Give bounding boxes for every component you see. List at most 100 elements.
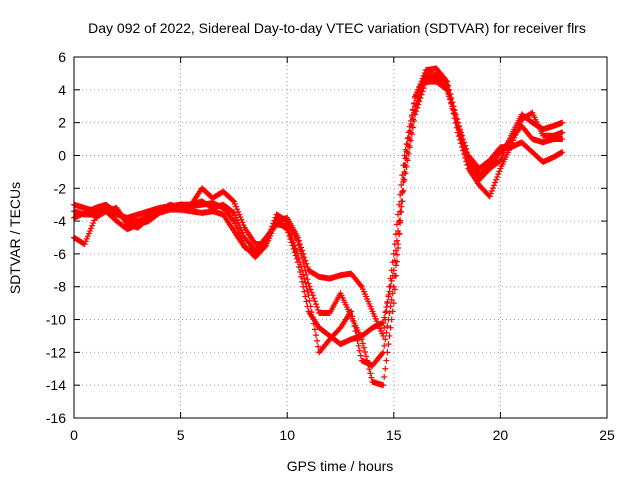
data-point xyxy=(416,98,423,105)
data-point xyxy=(384,323,391,330)
data-point xyxy=(495,171,502,178)
data-point xyxy=(379,350,386,357)
data-point xyxy=(511,134,518,141)
data-point xyxy=(406,127,413,134)
data-point xyxy=(266,232,273,239)
data-point xyxy=(382,365,389,372)
data-point xyxy=(229,197,236,204)
data-point xyxy=(446,91,453,98)
data-point xyxy=(290,239,297,246)
data-point xyxy=(487,190,494,197)
x-tick-label: 5 xyxy=(177,427,185,443)
data-point xyxy=(443,80,450,87)
data-point xyxy=(235,208,242,215)
data-point xyxy=(409,107,416,114)
x-axis-label: GPS time / hours xyxy=(287,458,394,474)
data-point xyxy=(392,262,399,269)
data-point xyxy=(311,326,318,333)
data-point xyxy=(314,337,321,344)
data-point xyxy=(310,320,317,327)
data-point xyxy=(81,241,88,248)
data-point xyxy=(393,258,400,265)
data-point xyxy=(387,283,394,290)
data-point xyxy=(380,319,387,326)
data-point xyxy=(303,298,310,305)
data-point xyxy=(384,298,391,305)
data-point xyxy=(390,300,397,307)
data-point xyxy=(393,237,400,244)
data-point xyxy=(304,264,311,271)
y-tick-label: -12 xyxy=(46,344,66,360)
axis-ticks: 0 5 10 15 20 25 -16 -14 -12 -10 -8 -6 -4 -2 0 2 4 6 xyxy=(46,49,615,443)
data-point xyxy=(368,374,375,381)
data-point xyxy=(421,81,428,88)
data-point xyxy=(401,177,408,184)
chart-title: Day 092 of 2022, Sidereal Day-to-day VTE… xyxy=(88,20,586,36)
data-point xyxy=(392,272,399,279)
data-point xyxy=(492,179,499,186)
data-point xyxy=(360,344,367,351)
data-point xyxy=(315,343,322,350)
data-point xyxy=(90,220,97,227)
data-point xyxy=(303,271,310,278)
data-point xyxy=(412,111,419,118)
data-point xyxy=(382,309,389,316)
data-point xyxy=(450,110,457,117)
data-point xyxy=(462,154,469,161)
data-point xyxy=(270,220,277,227)
data-point xyxy=(486,193,493,200)
data-point xyxy=(238,216,245,223)
data-point xyxy=(389,308,396,315)
data-point xyxy=(491,182,498,189)
y-tick-label: -10 xyxy=(46,312,66,328)
data-point xyxy=(312,332,319,339)
data-point xyxy=(89,222,96,229)
y-tick-label: -8 xyxy=(54,279,67,295)
data-point xyxy=(514,126,521,133)
data-point xyxy=(381,342,388,349)
data-point xyxy=(365,361,372,368)
data-point xyxy=(445,86,452,93)
data-point xyxy=(302,267,309,274)
data-point xyxy=(405,134,412,141)
data-point xyxy=(388,296,395,303)
data-point xyxy=(455,133,462,140)
data-point xyxy=(417,95,424,102)
data-point xyxy=(449,105,456,112)
data-point xyxy=(294,237,301,244)
data-point xyxy=(509,139,516,146)
data-point xyxy=(309,314,316,321)
data-point xyxy=(414,104,421,111)
data-point xyxy=(359,340,366,347)
data-point xyxy=(508,142,515,149)
data-point xyxy=(292,245,299,252)
data-point xyxy=(390,250,397,257)
data-point xyxy=(357,282,364,289)
data-point xyxy=(457,140,464,147)
data-point xyxy=(311,298,318,305)
data-point xyxy=(82,238,89,245)
y-tick-label: 4 xyxy=(58,82,66,98)
data-point xyxy=(399,198,406,205)
data-point xyxy=(304,276,311,283)
data-point xyxy=(304,287,311,294)
data-point xyxy=(385,293,392,300)
data-point xyxy=(460,136,467,143)
data-point xyxy=(237,214,244,221)
data-point xyxy=(239,219,246,226)
plot-frame xyxy=(73,56,608,419)
data-point xyxy=(447,96,454,103)
y-tick-label: -14 xyxy=(46,377,66,393)
data-point xyxy=(384,349,391,356)
data-point xyxy=(85,230,92,237)
grid xyxy=(74,57,607,418)
data-point xyxy=(353,332,360,339)
x-tick-label: 15 xyxy=(386,427,402,443)
data-point xyxy=(310,295,317,302)
data-point xyxy=(295,242,302,249)
data-point xyxy=(230,198,237,205)
data-point xyxy=(415,101,422,108)
data-point xyxy=(308,289,315,296)
data-point xyxy=(404,141,411,148)
data-point xyxy=(362,349,369,356)
